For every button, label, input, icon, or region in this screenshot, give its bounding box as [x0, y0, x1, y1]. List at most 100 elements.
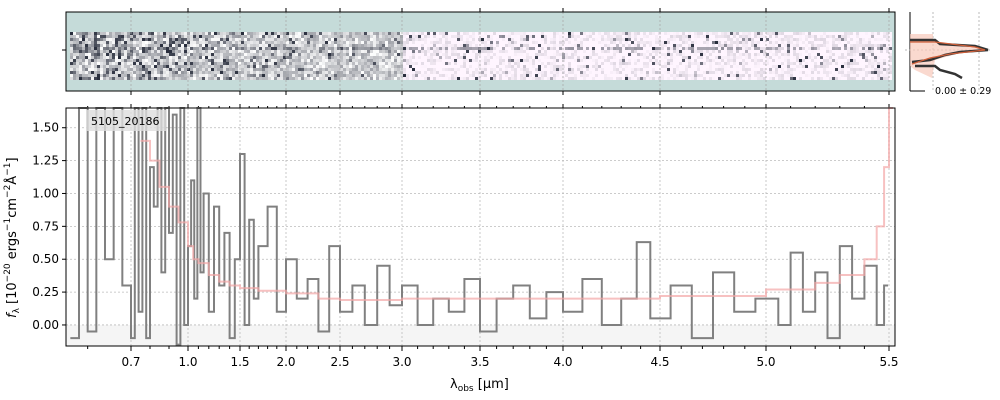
- 2d-pixel: [388, 68, 391, 71]
- 2d-pixel: [307, 65, 310, 68]
- 2d-pixel: [406, 47, 409, 50]
- 2d-pixel: [115, 44, 118, 47]
- 2d-pixel: [613, 62, 616, 65]
- 2d-pixel: [760, 32, 763, 35]
- 2d-pixel: [199, 71, 202, 74]
- 2d-pixel: [841, 74, 844, 77]
- 2d-pixel: [421, 65, 424, 68]
- 2d-pixel: [808, 74, 811, 77]
- 2d-pixel: [346, 59, 349, 62]
- 2d-pixel: [418, 77, 421, 80]
- 2d-pixel: [571, 50, 574, 53]
- 2d-pixel: [529, 56, 532, 59]
- 2d-pixel: [640, 53, 643, 56]
- 2d-pixel: [667, 56, 670, 59]
- 2d-pixel: [829, 77, 832, 80]
- 2d-pixel: [478, 71, 481, 74]
- 2d-pixel: [622, 53, 625, 56]
- 2d-pixel: [598, 56, 601, 59]
- 2d-pixel: [118, 50, 121, 53]
- 2d-pixel: [622, 62, 625, 65]
- 2d-pixel: [136, 62, 139, 65]
- 2d-pixel: [205, 38, 208, 41]
- 2d-pixel: [499, 47, 502, 50]
- 2d-pixel: [535, 65, 538, 68]
- 2d-pixel: [847, 44, 850, 47]
- 2d-pixel: [493, 65, 496, 68]
- 2d-pixel: [592, 53, 595, 56]
- 2d-pixel: [229, 59, 232, 62]
- 2d-pixel: [412, 65, 415, 68]
- 2d-pixel: [562, 41, 565, 44]
- 2d-pixel: [433, 32, 436, 35]
- 2d-pixel: [688, 41, 691, 44]
- 2d-pixel: [604, 71, 607, 74]
- 2d-pixel: [115, 32, 118, 35]
- 2d-pixel: [277, 77, 280, 80]
- 2d-pixel: [301, 50, 304, 53]
- 2d-pixel: [238, 68, 241, 71]
- 2d-pixel: [544, 47, 547, 50]
- 2d-pixel: [475, 47, 478, 50]
- 2d-pixel: [709, 50, 712, 53]
- 2d-pixel: [586, 38, 589, 41]
- 2d-pixel: [313, 68, 316, 71]
- 2d-pixel: [673, 56, 676, 59]
- 2d-pixel: [772, 50, 775, 53]
- 2d-pixel: [175, 53, 178, 56]
- 2d-pixel: [208, 35, 211, 38]
- 2d-pixel: [823, 74, 826, 77]
- 2d-pixel: [790, 35, 793, 38]
- 2d-pixel: [145, 38, 148, 41]
- 2d-pixel: [355, 59, 358, 62]
- 2d-pixel: [139, 35, 142, 38]
- 2d-pixel: [433, 44, 436, 47]
- 2d-pixel: [379, 47, 382, 50]
- 2d-pixel: [139, 44, 142, 47]
- 2d-pixel: [337, 32, 340, 35]
- 2d-pixel: [706, 65, 709, 68]
- 2d-pixel: [325, 50, 328, 53]
- 2d-pixel: [163, 44, 166, 47]
- 2d-pixel: [727, 65, 730, 68]
- 2d-pixel: [757, 62, 760, 65]
- 2d-pixel: [586, 56, 589, 59]
- 2d-pixel: [640, 50, 643, 53]
- 2d-pixel: [394, 56, 397, 59]
- 2d-pixel: [445, 59, 448, 62]
- 2d-pixel: [469, 74, 472, 77]
- 2d-pixel: [79, 62, 82, 65]
- 2d-pixel: [130, 77, 133, 80]
- 2d-pixel: [541, 62, 544, 65]
- 2d-pixel: [214, 62, 217, 65]
- 2d-pixel: [499, 35, 502, 38]
- 2d-pixel: [631, 38, 634, 41]
- 2d-pixel: [529, 35, 532, 38]
- 2d-pixel: [871, 38, 874, 41]
- 2d-pixel: [313, 74, 316, 77]
- 2d-pixel: [775, 62, 778, 65]
- 2d-pixel: [577, 65, 580, 68]
- 2d-pixel: [577, 44, 580, 47]
- 2d-pixel: [463, 47, 466, 50]
- 2d-pixel: [313, 56, 316, 59]
- 2d-pixel: [565, 35, 568, 38]
- 2d-pixel: [553, 32, 556, 35]
- 2d-pixel: [667, 41, 670, 44]
- 2d-pixel: [805, 35, 808, 38]
- 2d-pixel: [211, 53, 214, 56]
- 2d-pixel: [547, 53, 550, 56]
- 2d-pixel: [424, 32, 427, 35]
- 2d-pixel: [373, 44, 376, 47]
- 2d-pixel: [703, 47, 706, 50]
- 2d-pixel: [817, 65, 820, 68]
- 2d-pixel: [796, 32, 799, 35]
- 2d-pixel: [268, 32, 271, 35]
- 2d-pixel: [610, 44, 613, 47]
- 2d-pixel: [703, 59, 706, 62]
- 2d-pixel: [523, 59, 526, 62]
- 2d-pixel: [373, 47, 376, 50]
- 2d-pixel: [139, 71, 142, 74]
- 2d-pixel: [358, 32, 361, 35]
- 2d-pixel: [622, 77, 625, 80]
